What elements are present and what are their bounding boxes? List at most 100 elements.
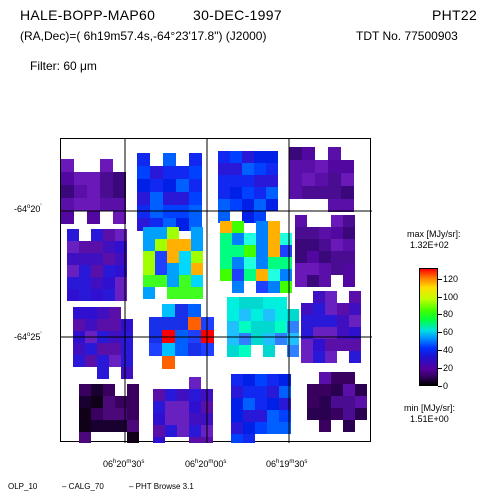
map-pixel [188,343,201,356]
map-pixel [103,229,115,241]
map-pixel [280,269,292,281]
map-pixel [343,263,355,275]
map-pixel [100,172,113,185]
map-pixel [328,186,341,199]
map-pixel [319,372,331,384]
colorbar-tick-label: 0 [443,381,449,391]
map-pixel [230,163,242,175]
ra-label-2-s: 00 [213,459,224,469]
map-pixel [165,389,177,401]
map-pixel [268,233,280,245]
map-pixel [239,321,251,333]
map-pixel [263,309,275,321]
map-pixel [349,351,361,363]
colorbar-tick-label: 120 [443,274,459,284]
object-name: HALE-BOPP-MAP60 [20,7,156,23]
map-pixel [115,420,127,432]
map-pixel [91,277,103,289]
dec-label-2-deg: -64 [14,332,28,342]
map-pixel [103,384,115,396]
colorbar-tick [438,386,442,387]
map-pixel [255,386,267,398]
map-pixel [343,215,355,227]
map-pixel [266,175,278,187]
map-pixel [143,275,155,287]
map-pixel [287,309,299,321]
map-pixel [218,151,230,163]
map-pixel [325,327,337,339]
map-pixel [61,172,74,185]
map-pixel [254,151,266,163]
map-pixel [295,239,307,251]
map-pixel [91,396,103,408]
map-pixel [242,187,254,199]
map-pixel [87,185,100,198]
map-pixel [266,199,278,211]
map-pixel [167,263,179,275]
map-pixel [97,307,109,319]
map-pixel [313,291,325,303]
map-pixel [275,333,287,345]
map-pixel [289,186,302,199]
map-pixel [231,398,243,410]
map-pixel [355,408,367,420]
map-pixel [287,333,299,345]
instrument-mode: PHT22 [432,7,478,23]
map-pixel [341,199,354,212]
map-pixel [275,321,287,333]
map-pixel [67,229,79,241]
map-pixel [280,245,292,257]
map-pixel [242,163,254,175]
map-pixel [61,211,74,224]
map-pixel [150,179,163,192]
map-pixel [162,317,175,330]
map-pixel [331,215,343,227]
map-pixel [244,233,256,245]
map-pixel [113,198,126,211]
map-pixel [167,251,179,263]
map-pixel [153,425,165,437]
map-pixel [319,384,331,396]
map-pixel [79,396,91,408]
map-pixel [243,398,255,410]
map-pixel [313,303,325,315]
map-pixel [100,185,113,198]
ra-label-1: 06h20m30s [103,459,145,469]
ra-label-2: 06h20m00s [185,459,227,469]
ra-label-3: 06h19m30s [266,459,308,469]
ra-label-3-s: 30 [294,459,305,469]
map-pixels [61,139,372,443]
map-pixel [337,303,349,315]
map-pixel [87,211,100,224]
map-pixel [189,192,202,205]
map-pixel [328,147,341,160]
map-pixel [242,175,254,187]
map-pixel [115,289,127,301]
map-pixel [103,420,115,432]
map-pixel [115,253,127,265]
map-pixel [263,345,275,357]
map-pixel [328,173,341,186]
map-pixel [355,396,367,408]
colorbar-max-value: 1.32E+02 [410,240,449,250]
colorbar-tick [438,297,442,298]
map-pixel [315,173,328,186]
image-map [60,138,372,443]
map-pixel [254,175,266,187]
map-pixel [341,173,354,186]
map-pixel [313,327,325,339]
dec-label-2-min: 25 [30,332,41,342]
map-pixel [280,281,292,293]
map-pixel [267,422,279,434]
map-pixel [230,187,242,199]
map-pixel [267,398,279,410]
map-pixel [150,192,163,205]
map-pixel [91,408,103,420]
map-pixel [218,187,230,199]
map-pixel [355,384,367,396]
map-pixel [268,269,280,281]
map-pixel [137,192,150,205]
map-pixel [97,343,109,355]
map-pixel [79,265,91,277]
ra-label-1-m: 20 [116,459,127,469]
